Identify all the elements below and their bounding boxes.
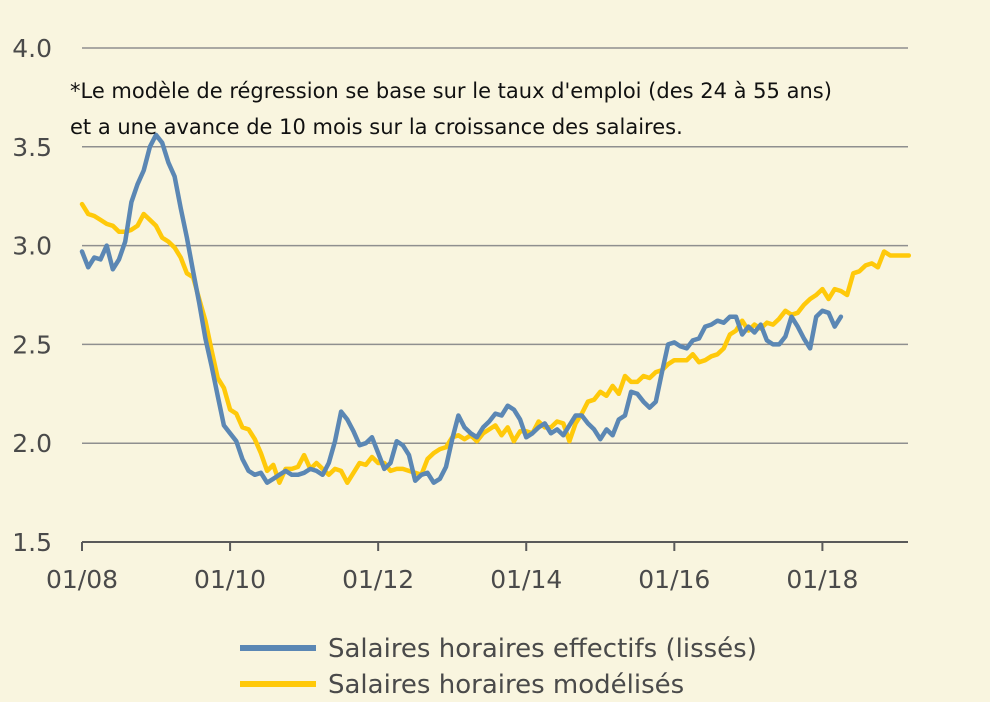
x-tick-label: 01/18 — [786, 565, 858, 594]
chart-note-line-2: et a une avance de 10 mois sur la croiss… — [70, 115, 683, 139]
x-tick-label: 01/12 — [342, 565, 414, 594]
y-tick-label: 2.5 — [12, 330, 52, 359]
x-tick-label: 01/10 — [194, 565, 266, 594]
y-tick-label: 3.0 — [12, 232, 52, 261]
y-tick-label: 1.5 — [12, 528, 52, 557]
x-tick-label: 01/08 — [46, 565, 118, 594]
x-tick-label: 01/14 — [490, 565, 562, 594]
y-axis-ticks: 4.0 3.5 3.0 2.5 2.0 1.5 — [12, 34, 52, 557]
gridlines — [82, 47, 908, 444]
series-line-modeled — [79, 201, 912, 485]
series-line-actual — [79, 132, 844, 485]
y-tick-label: 2.0 — [12, 429, 52, 458]
y-tick-label: 3.5 — [12, 133, 52, 162]
legend-label-modeled: Salaires horaires modélisés — [328, 670, 684, 700]
chart-note-line-1: *Le modèle de régression se base sur le … — [70, 79, 832, 103]
series-lines — [79, 132, 912, 485]
legend: Salaires horaires effectifs (lissés) Sal… — [240, 634, 757, 700]
x-tick-label: 01/16 — [638, 565, 710, 594]
legend-label-actual: Salaires horaires effectifs (lissés) — [328, 634, 757, 664]
x-axis: 01/08 01/10 01/12 01/14 01/16 01/18 — [46, 541, 908, 594]
y-tick-label: 4.0 — [12, 34, 52, 63]
